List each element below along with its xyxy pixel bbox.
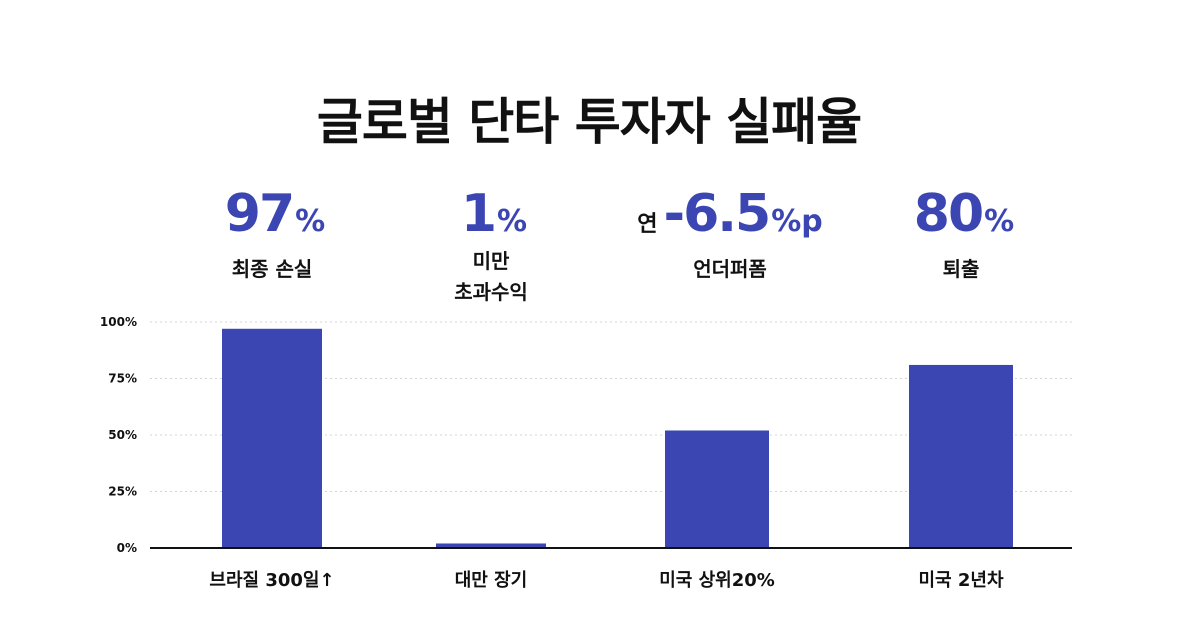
stat-value: 97	[224, 184, 295, 244]
category-label: 브라질 300일↑	[209, 570, 334, 591]
stat-label: 미만 초과수익	[454, 246, 528, 308]
stat-value: -6.5	[663, 184, 772, 244]
y-tick-label: 0%	[117, 541, 137, 555]
y-tick-label: 25%	[108, 485, 137, 499]
chart-title: 글로벌 단타 투자자 실패율	[316, 93, 862, 151]
category-label: 미국 2년차	[918, 570, 1003, 591]
stat-unit: %	[295, 204, 326, 239]
stat-unit: %p	[771, 204, 823, 239]
stat-value: 80	[913, 184, 984, 244]
stat-label-line: 초과수익	[454, 280, 528, 304]
stat-label: 최종 손실	[219, 254, 325, 285]
bar	[665, 430, 769, 548]
stat-label: 언더퍼폼	[637, 254, 823, 285]
bar	[909, 364, 1013, 548]
y-tick-label: 50%	[108, 428, 137, 442]
stat-label-line: 최종 손실	[231, 257, 313, 281]
stat-label-line: 퇴출	[942, 257, 980, 281]
stat-unit: %	[984, 204, 1015, 239]
stat-underperform: 연 -6.5 %p 언더퍼폼	[637, 188, 823, 285]
stat-label: 퇴출	[908, 254, 1014, 285]
stat-label-line: 언더퍼폼	[693, 257, 767, 281]
y-tick-label: 75%	[108, 372, 137, 386]
stat-final-loss: 97 % 최종 손실	[219, 188, 325, 285]
stat-label-line: 미만	[472, 249, 510, 273]
bar	[436, 543, 546, 548]
stat-unit: %	[497, 204, 528, 239]
category-label: 대만 장기	[455, 570, 528, 591]
stat-exit: 80 % 퇴출	[908, 188, 1014, 285]
category-label: 미국 상위20%	[659, 570, 775, 591]
y-tick-label: 100%	[100, 315, 137, 329]
stat-value: 1	[460, 184, 497, 244]
stat-prefix: 연	[637, 212, 658, 237]
bar	[222, 328, 322, 548]
stat-excess-return: 1 % 미만 초과수익	[454, 188, 528, 308]
